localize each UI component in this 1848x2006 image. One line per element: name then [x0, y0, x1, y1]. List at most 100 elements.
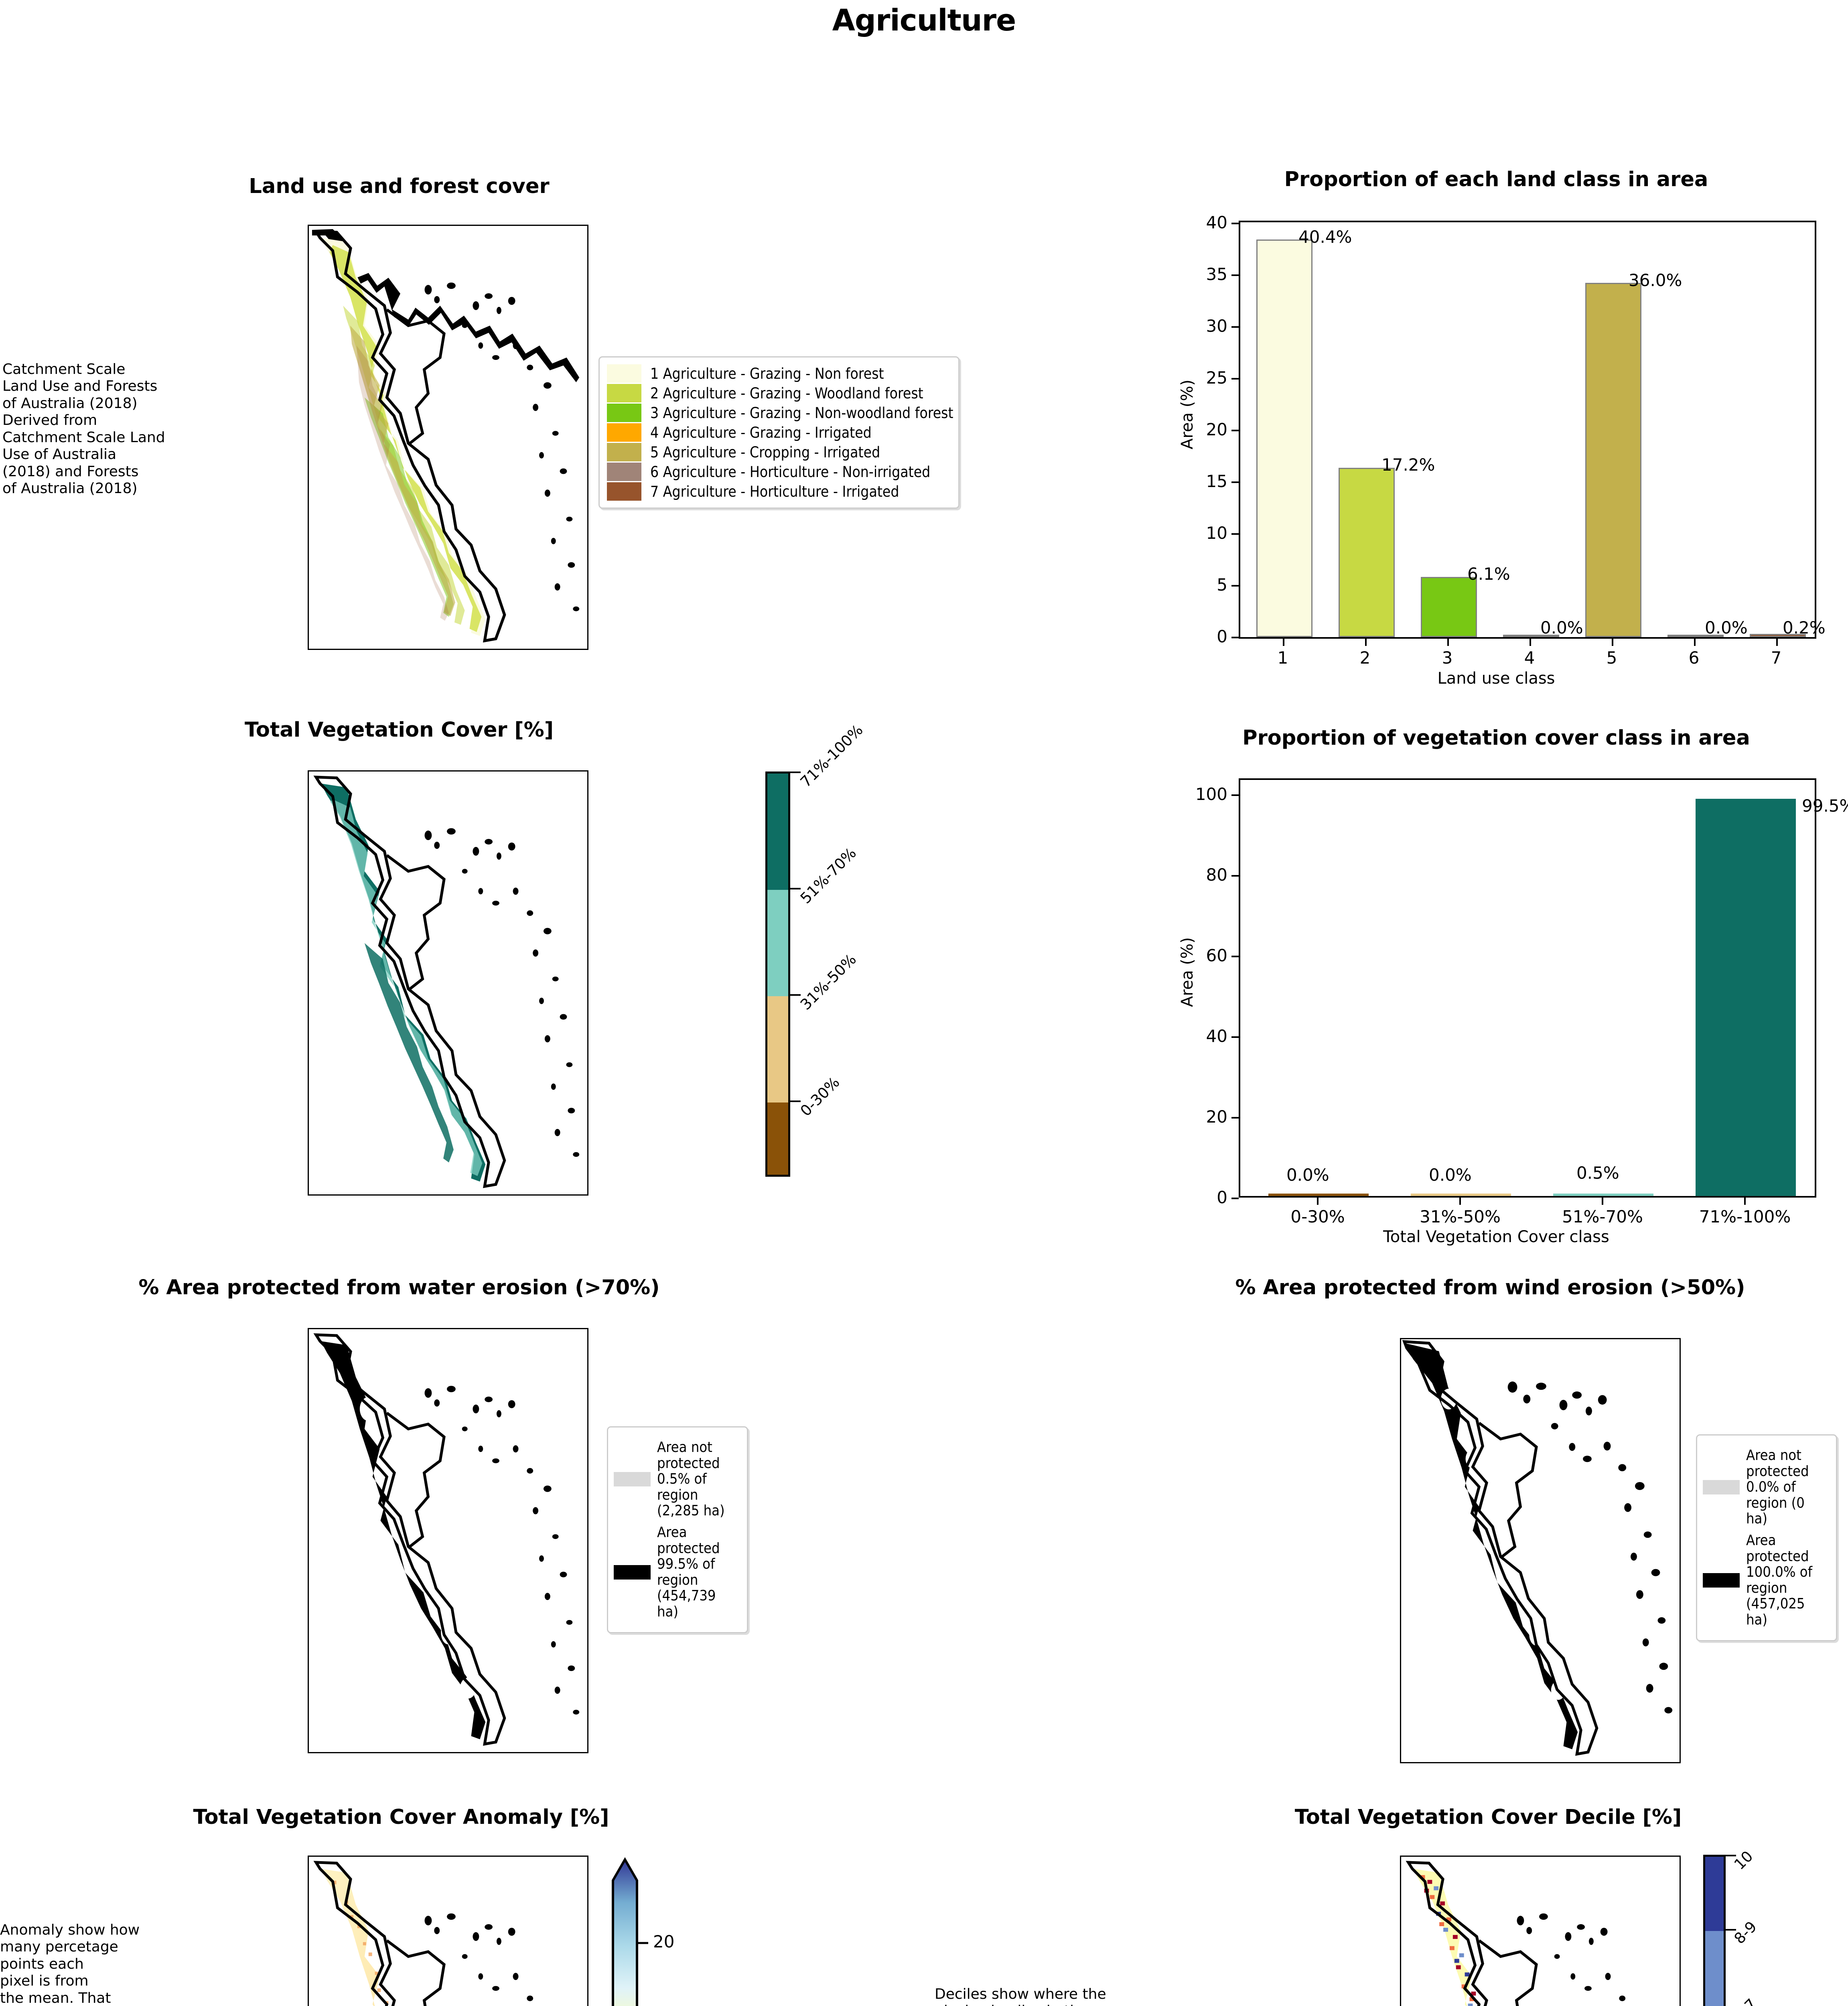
decile-colorbar	[1703, 1855, 1726, 2006]
cbar-seg-8-9	[1705, 1931, 1724, 2006]
water-erosion-legend: Area not protected 0.5% of region (2,285…	[607, 1426, 748, 1633]
cbar-seg-31-50	[767, 996, 788, 1102]
chart1-xtick: 6	[1688, 648, 1700, 668]
page-title: Agriculture	[832, 3, 1016, 38]
legend-label-not-protected: Area not protected 0.5% of region (2,285…	[657, 1439, 725, 1519]
anomaly-map-svg	[313, 1861, 534, 2006]
legend-label-4: 4 Agriculture - Grazing - Irrigated	[650, 424, 872, 441]
legend-item: Area protected 99.5% of region (454,739 …	[614, 1525, 741, 1620]
decile-map	[1400, 1856, 1681, 2006]
chart2-ytick: 60	[1206, 946, 1227, 965]
legend-swatch-4	[607, 423, 641, 442]
legend-label-1: 1 Agriculture - Grazing - Non forest	[650, 365, 884, 382]
chart1-xtick: 4	[1524, 648, 1535, 668]
chart2-xlabel: Total Vegetation Cover class	[1383, 1228, 1609, 1246]
panel-title-anomaly: Total Vegetation Cover Anomaly [%]	[193, 1805, 609, 1829]
chart1-ytick: 40	[1206, 213, 1227, 232]
bar-label-7: 0.2%	[1783, 618, 1826, 638]
bar-label-31-50: 0.0%	[1429, 1165, 1472, 1185]
cbar-seg-71-100	[767, 774, 788, 890]
chart2-title: Proportion of vegetation cover class in …	[1242, 726, 1750, 750]
legend-label-protected: Area protected 100.0% of region (457,025…	[1746, 1532, 1812, 1628]
anomaly-colorbar-svg	[612, 1857, 648, 2006]
veg-cover-colorbar	[765, 772, 790, 1177]
legend-swatch-7	[607, 482, 641, 501]
chart2-xtick: 0-30%	[1290, 1207, 1345, 1226]
panel-title-wind-erosion: % Area protected from wind erosion (>50%…	[1235, 1276, 1745, 1299]
legend-swatch-2	[607, 384, 641, 402]
chart2-plot-area: 0.0% 0.0% 0.5% 99.5%	[1239, 778, 1848, 1198]
chart2-ytick: 100	[1195, 784, 1227, 804]
legend-label-2: 2 Agriculture - Grazing - Woodland fores…	[650, 384, 923, 402]
bar-2	[1339, 468, 1395, 637]
chart1-plot-area: 40.4% 17.2% 6.1% 0.0% 36.0% 0.0% 0.2%	[1239, 221, 1826, 639]
legend-label-6: 6 Agriculture - Horticulture - Non-irrig…	[650, 463, 931, 481]
panel-title-water-erosion: % Area protected from water erosion (>70…	[138, 1276, 660, 1299]
anomaly-tick-20: 20	[653, 1932, 675, 1951]
chart1-ytick: 10	[1206, 523, 1227, 543]
bar-3	[1421, 577, 1477, 637]
cbar-label-71-100: 71%-100%	[797, 721, 866, 791]
bar-label-71-100: 99.5%	[1802, 796, 1848, 816]
bar-label-51-70: 0.5%	[1576, 1163, 1619, 1183]
decile-label-8-9: 8-9	[1730, 1918, 1760, 1947]
decile-label-4-7: 4-7	[1731, 1996, 1760, 2006]
panel-title-decile: Total Vegetation Cover Decile [%]	[1294, 1805, 1682, 1829]
chart2-ytick: 0	[1217, 1188, 1227, 1207]
legend-item: 7 Agriculture - Horticulture - Irrigated	[607, 482, 951, 501]
bar-label-0-30: 0.0%	[1286, 1165, 1329, 1185]
chart1-ytick: 20	[1206, 420, 1227, 439]
legend-label-5: 5 Agriculture - Cropping - Irrigated	[650, 443, 880, 461]
bar-71-100	[1696, 799, 1796, 1196]
chart1-xtick: 5	[1606, 648, 1617, 668]
water-erosion-map-svg	[313, 1333, 580, 1746]
anomaly-map	[308, 1856, 588, 2006]
chart1-xtick: 2	[1359, 648, 1371, 668]
panel-title-veg-cover: Total Vegetation Cover [%]	[244, 718, 554, 742]
cbar-label-31-50: 31%-50%	[797, 950, 860, 1013]
land-class-chart: Proportion of each land class in area Ar…	[1155, 160, 1837, 688]
chart2-ylabel: Area (%)	[1178, 937, 1197, 1007]
legend-label-3: 3 Agriculture - Grazing - Non-woodland f…	[650, 404, 953, 422]
chart1-ytick: 25	[1206, 368, 1227, 388]
cbar-seg-51-70	[767, 890, 788, 996]
cbar-seg-10	[1705, 1857, 1724, 1931]
cbar-label-0-30: 0-30%	[797, 1074, 843, 1120]
chart1-ytick: 30	[1206, 316, 1227, 336]
legend-swatch-3	[607, 404, 641, 422]
chart1-ytick: 15	[1206, 471, 1227, 491]
legend-item: 6 Agriculture - Horticulture - Non-irrig…	[607, 463, 951, 481]
legend-item: Area not protected 0.0% of region (0 ha)	[1703, 1448, 1830, 1527]
legend-swatch-1	[607, 364, 641, 383]
legend-item: Area not protected 0.5% of region (2,285…	[614, 1440, 741, 1519]
legend-item: Area protected 100.0% of region (457,025…	[1703, 1533, 1830, 1628]
land-use-map	[308, 225, 588, 650]
chart2-xtick: 31%-50%	[1420, 1207, 1501, 1226]
bar-label-3: 6.1%	[1467, 564, 1510, 584]
water-erosion-map	[308, 1328, 588, 1753]
chart1-ytick: 0	[1217, 627, 1227, 646]
bar-51-70	[1553, 1194, 1653, 1196]
legend-label-protected: Area protected 99.5% of region (454,739 …	[657, 1524, 720, 1620]
legend-swatch-6	[607, 463, 641, 481]
land-use-map-svg	[312, 229, 580, 643]
decile-note: Deciles show where the pixel value lies …	[935, 1986, 1106, 2006]
legend-swatch-protected	[614, 1565, 651, 1580]
legend-item: 3 Agriculture - Grazing - Non-woodland f…	[607, 404, 953, 422]
legend-swatch-protected	[1703, 1573, 1740, 1588]
anomaly-colorbar: 20 10 0 −10 −20	[609, 1852, 729, 2006]
legend-swatch-not-protected	[1703, 1480, 1740, 1494]
legend-swatch-5	[607, 443, 641, 461]
decile-map-svg	[1406, 1861, 1626, 2006]
bar-label-6: 0.0%	[1705, 618, 1748, 638]
chart1-xtick: 7	[1771, 648, 1782, 668]
decile-label-10: 10	[1730, 1847, 1757, 1873]
bar-label-4: 0.0%	[1540, 618, 1583, 638]
chart2-xtick: 51%-70%	[1562, 1207, 1643, 1226]
chart2-ytick: 20	[1206, 1107, 1227, 1127]
bar-label-2: 17.2%	[1381, 455, 1435, 475]
chart1-xtick: 3	[1442, 648, 1453, 668]
bar-5	[1585, 283, 1641, 637]
legend-label-not-protected: Area not protected 0.0% of region (0 ha)	[1746, 1447, 1809, 1527]
cbar-label-51-70: 51%-70%	[797, 844, 860, 907]
